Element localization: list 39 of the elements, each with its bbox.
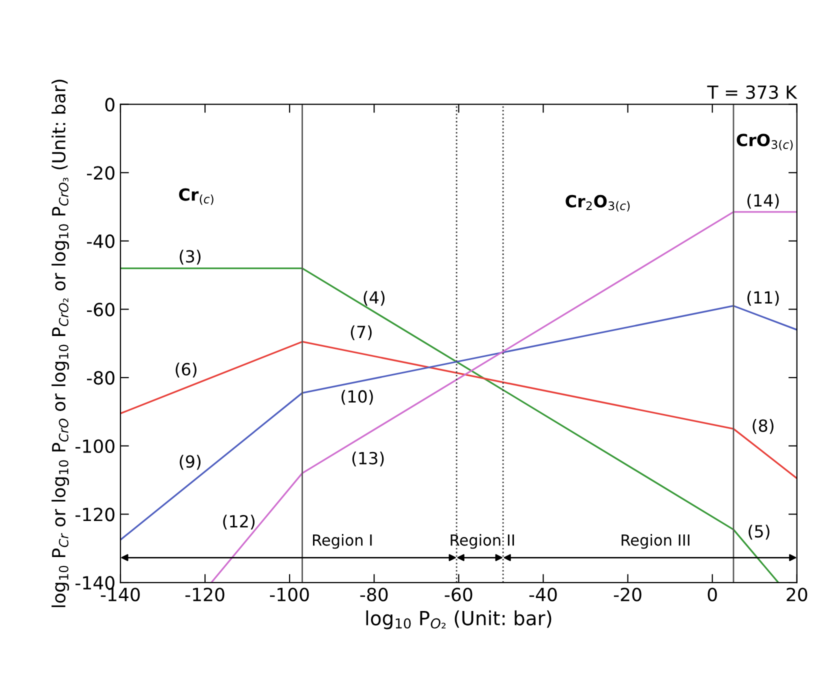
- annotation: (9): [180, 454, 201, 470]
- y-tick-label: -60: [87, 302, 114, 316]
- chart-title: T = 373 K: [707, 85, 798, 100]
- y-tick-label: -140: [76, 576, 114, 590]
- annotation: Region I: [313, 534, 372, 549]
- x-tick-label: -120: [185, 588, 224, 602]
- annotation: (11): [747, 290, 779, 306]
- x-tick-label: -140: [100, 588, 140, 602]
- x-tick-label: 20: [786, 588, 808, 602]
- y-tick-label: -120: [76, 508, 114, 522]
- annotation: Cr$_{2}$O$_{3(c)}$: [566, 194, 630, 212]
- y-tick-label: -40: [87, 234, 114, 248]
- annotation: Region II: [450, 534, 514, 549]
- y-tick-label: -20: [87, 166, 114, 180]
- x-tick-label: -60: [444, 588, 472, 602]
- annotation: (5): [748, 524, 770, 540]
- annotation: (6): [176, 362, 196, 378]
- annotation: (7): [350, 325, 372, 340]
- annotation: (12): [223, 514, 255, 530]
- x-tick-label: -100: [270, 588, 309, 602]
- annotation: CrO$_{3(c)}$: [736, 134, 793, 150]
- line-series: [120, 340, 797, 480]
- annotation: (10): [342, 390, 373, 405]
- annotation: (4): [364, 290, 385, 306]
- annotation: Cr$_{(c)}$: [179, 188, 214, 205]
- text: log$_{10}$ P$_{Cr}$ or log$_{10}$ P$_{CrO}$ or log$_{10}$ P$_{CrO₂}$ or log$_{10}$ P$_{CrO₃}$ (Unit: bar): [52, 80, 70, 608]
- x-tick-label: -20: [614, 588, 642, 602]
- annotation: (14): [747, 194, 779, 209]
- annotation: (8): [752, 419, 774, 434]
- y-tick-label: -80: [87, 371, 114, 385]
- x-axis-title: log$_{10}$ P$_{O₂}$ (Unit: bar): [366, 610, 552, 630]
- y-tick-label: -100: [76, 439, 114, 454]
- annotation: Region III: [622, 534, 690, 549]
- x-tick-label: -40: [529, 588, 557, 602]
- annotation: (3): [180, 250, 201, 265]
- y-tick-label: 0: [105, 98, 114, 112]
- x-tick-label: -80: [360, 588, 388, 602]
- annotation: (13): [352, 452, 384, 466]
- x-tick-label: 0: [708, 588, 717, 602]
